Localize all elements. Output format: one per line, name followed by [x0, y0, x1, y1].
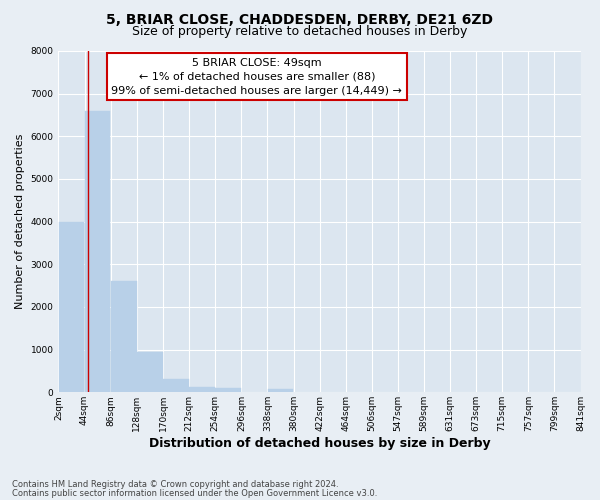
X-axis label: Distribution of detached houses by size in Derby: Distribution of detached houses by size …	[149, 437, 490, 450]
Y-axis label: Number of detached properties: Number of detached properties	[15, 134, 25, 310]
Bar	[137, 352, 163, 393]
Bar	[163, 378, 189, 392]
Bar	[190, 386, 215, 392]
Text: Size of property relative to detached houses in Derby: Size of property relative to detached ho…	[133, 25, 467, 38]
Text: 5, BRIAR CLOSE, CHADDESDEN, DERBY, DE21 6ZD: 5, BRIAR CLOSE, CHADDESDEN, DERBY, DE21 …	[107, 12, 493, 26]
Text: 5 BRIAR CLOSE: 49sqm
← 1% of detached houses are smaller (88)
99% of semi-detach: 5 BRIAR CLOSE: 49sqm ← 1% of detached ho…	[112, 58, 402, 96]
Text: Contains public sector information licensed under the Open Government Licence v3: Contains public sector information licen…	[12, 488, 377, 498]
Bar	[268, 389, 293, 392]
Bar	[111, 282, 137, 393]
Bar	[85, 110, 110, 392]
Bar	[59, 222, 84, 392]
Text: Contains HM Land Registry data © Crown copyright and database right 2024.: Contains HM Land Registry data © Crown c…	[12, 480, 338, 489]
Bar	[215, 388, 241, 392]
